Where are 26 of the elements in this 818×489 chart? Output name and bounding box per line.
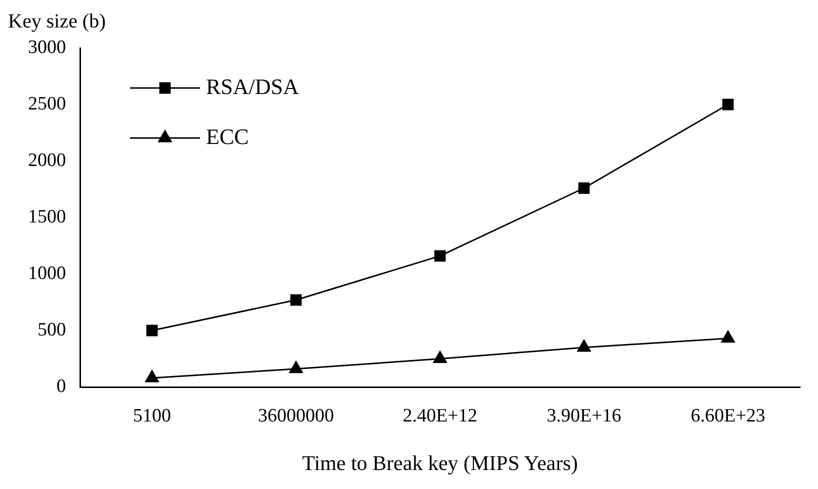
point [290,294,302,306]
y-tick-label: 1500 [28,206,66,228]
point [433,351,447,363]
point [721,330,735,343]
point [146,324,158,336]
y-tick-label: 1000 [28,262,66,284]
x-tick-label: 36000000 [258,405,334,426]
x-axis-title: Time to Break key (MIPS Years) [302,450,578,475]
x-tick-label: 5100 [133,405,171,426]
point [577,340,591,352]
point [722,98,734,110]
y-axis-title: Key size (b) [8,10,106,32]
point [434,250,446,262]
legend-label: RSA/DSA [206,74,300,99]
x-tick-label: 2.40E+12 [402,405,478,426]
y-tick-label: 2000 [28,150,66,171]
x-tick-label: 3.90E+16 [546,405,622,426]
y-tick-label: 2500 [28,93,66,114]
legend-label: ECC [206,124,249,149]
point [289,361,303,374]
x-tick-label: 6.60E+23 [690,405,766,426]
y-tick-label: 3000 [28,36,66,58]
point [578,182,590,194]
point [145,370,159,382]
y-tick-label: 500 [38,319,66,340]
y-tick-label: 0 [56,376,66,397]
